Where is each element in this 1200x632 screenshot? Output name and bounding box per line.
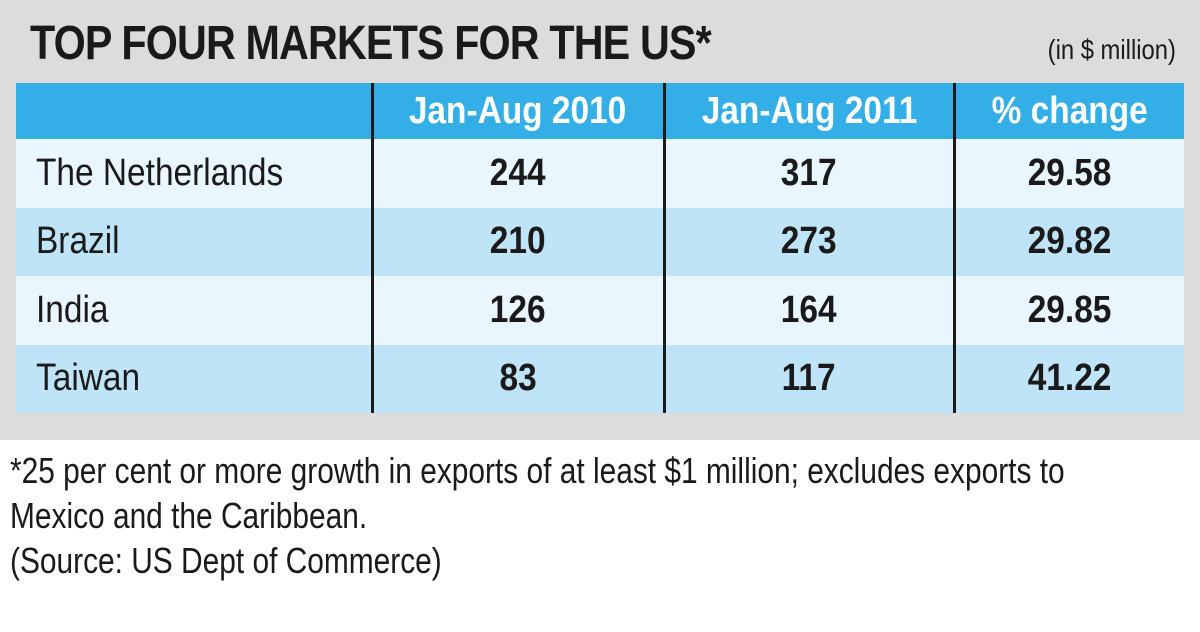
table-row: The Netherlands 244 317 29.58 — [16, 139, 1184, 208]
header-percent-change: % change — [952, 83, 1184, 139]
value-2010-cell: 210 — [370, 207, 664, 276]
value-2010-cell: 126 — [370, 276, 664, 345]
country-cell: India — [16, 276, 372, 345]
header-jan-aug-2010: Jan-Aug 2010 — [370, 83, 664, 139]
table-row: Brazil 210 273 29.82 — [16, 207, 1184, 276]
chart-panel: TOP FOUR MARKETS FOR THE US* (in $ milli… — [0, 0, 1200, 440]
table-row: Taiwan 83 117 41.22 — [16, 344, 1184, 413]
footnote-line-2: Mexico and the Caribbean. — [10, 495, 368, 536]
value-2011-cell: 273 — [662, 207, 954, 276]
percent-change-cell: 29.82 — [952, 207, 1184, 276]
table-header-row: Jan-Aug 2010 Jan-Aug 2011 % change — [16, 83, 1184, 139]
country-cell: Taiwan — [16, 344, 372, 413]
value-2011-cell: 117 — [662, 344, 954, 413]
percent-change-cell: 29.85 — [952, 276, 1184, 345]
value-2010-cell: 83 — [370, 344, 664, 413]
header-jan-aug-2011: Jan-Aug 2011 — [662, 83, 954, 139]
data-table-container: Jan-Aug 2010 Jan-Aug 2011 % change The N… — [16, 83, 1184, 413]
value-2010-cell: 244 — [370, 139, 664, 208]
unit-label: (in $ million) — [1047, 34, 1176, 65]
header-country — [16, 83, 372, 139]
table-row: India 126 164 29.85 — [16, 276, 1184, 345]
country-cell: The Netherlands — [16, 139, 372, 208]
country-cell: Brazil — [16, 207, 372, 276]
footnote-line-1: *25 per cent or more growth in exports o… — [10, 450, 1065, 491]
value-2011-cell: 317 — [662, 139, 954, 208]
percent-change-cell: 41.22 — [952, 344, 1184, 413]
chart-title: TOP FOUR MARKETS FOR THE US* — [30, 17, 712, 70]
source-note: (Source: US Dept of Commerce) — [10, 540, 442, 581]
data-table: Jan-Aug 2010 Jan-Aug 2011 % change The N… — [16, 83, 1184, 413]
percent-change-cell: 29.58 — [952, 139, 1184, 208]
value-2011-cell: 164 — [662, 276, 954, 345]
footnote: *25 per cent or more growth in exports o… — [10, 448, 1190, 583]
